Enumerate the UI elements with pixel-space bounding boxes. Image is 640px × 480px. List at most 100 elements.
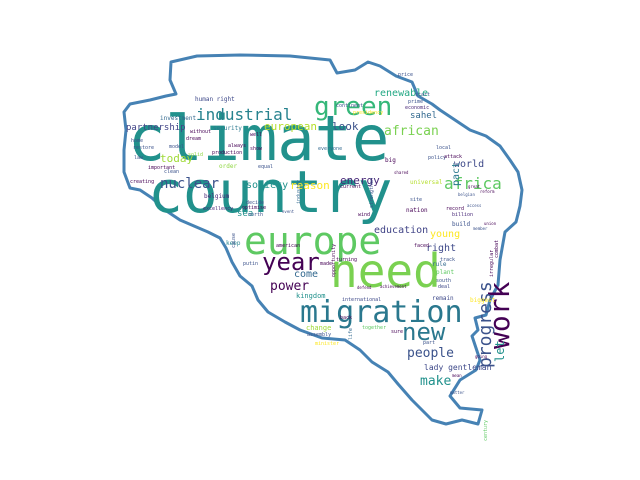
cloud-word: going: [475, 354, 488, 359]
cloud-word: make: [420, 374, 452, 389]
cloud-word: optimise: [242, 205, 267, 211]
cloud-word: let: [493, 339, 507, 362]
cloud-word: law: [134, 155, 144, 161]
cloud-word: clean: [164, 169, 180, 175]
cloud-word: international: [342, 297, 382, 303]
cloud-word: build: [452, 221, 471, 228]
cloud-word: keep: [226, 240, 241, 247]
cloud-word: start: [415, 92, 431, 98]
cloud-word: economic: [405, 105, 430, 111]
cloud-word: faced: [414, 243, 430, 249]
cloud-word: need: [330, 244, 441, 298]
cloud-word: rule: [432, 261, 447, 268]
cloud-word: equal: [258, 164, 274, 170]
cloud-word: renewable: [374, 88, 429, 99]
cloud-word: african: [384, 124, 439, 139]
cloud-word: order: [219, 163, 238, 170]
cloud-word: solid: [188, 152, 204, 158]
cloud-word: mean: [452, 373, 462, 378]
cloud-word: power: [270, 279, 310, 294]
cloud-word: matter: [450, 390, 465, 395]
cloud-word: right: [426, 243, 457, 254]
cloud-word: partnership: [126, 123, 186, 133]
cloud-word: migration: [300, 295, 463, 330]
cloud-word: belgian: [458, 192, 475, 197]
cloud-word: shared: [394, 170, 409, 175]
cloud-word: dream: [186, 136, 202, 142]
cloud-word: green: [314, 92, 393, 122]
cloud-word: look: [332, 120, 359, 133]
outline-path: [122, 53, 524, 426]
cloud-word: american: [276, 243, 301, 249]
cloud-word: wind: [358, 212, 371, 218]
cloud-word: climate: [128, 102, 390, 175]
cloud-word: local: [436, 145, 452, 151]
cloud-word: made: [320, 261, 333, 267]
cloud-word: education: [374, 225, 429, 236]
cloud-word: decide: [246, 200, 265, 206]
cloud-word: turning: [336, 257, 358, 263]
cloud-word: putin: [243, 261, 259, 267]
cloud-word: human right: [195, 96, 235, 103]
cloud-word: reform: [480, 189, 495, 194]
cloud-word: industrial: [196, 105, 293, 124]
cloud-word: without: [190, 129, 212, 135]
cloud-word: restore: [133, 145, 155, 151]
cloud-word: production: [212, 150, 243, 156]
cloud-word: achievement: [380, 284, 407, 289]
cloud-word: european: [264, 120, 317, 133]
cloud-word: come: [294, 269, 319, 280]
cloud-word: policy: [428, 155, 447, 161]
cloud-word: big: [385, 157, 396, 164]
cloud-word: deal: [438, 284, 451, 290]
cloud-word: south: [436, 278, 452, 284]
cloud-word: presidency: [353, 110, 384, 116]
cloud-word: biggest: [470, 297, 496, 304]
cloud-word: attack: [444, 154, 463, 160]
cloud-word: north: [248, 212, 264, 218]
cloud-word: reason: [290, 179, 330, 192]
cloud-word: member: [473, 226, 488, 231]
cloud-word: change: [306, 324, 332, 332]
cloud-word: opportunity: [331, 243, 337, 277]
cloud-word: century: [483, 419, 489, 441]
cloud-word: excellency: [203, 206, 234, 212]
cloud-word: union: [484, 221, 497, 226]
cloud-word: remain: [432, 295, 454, 302]
cloud-word: industry: [296, 179, 302, 204]
cloud-word: back: [340, 315, 353, 321]
cloud-word: universal: [410, 179, 443, 186]
cloud-word: together: [362, 325, 387, 331]
cloud-word: young: [430, 229, 461, 240]
cloud-word: show: [250, 146, 263, 152]
cloud-word: great: [468, 184, 481, 189]
cloud-word: society: [246, 180, 289, 191]
cloud-word: people: [407, 346, 454, 361]
cloud-word: nation: [406, 207, 428, 214]
cloud-word: current: [340, 184, 362, 190]
cloud-word: europe: [244, 219, 382, 263]
cloud-word: pact: [451, 161, 462, 186]
cloud-word: cause: [231, 232, 237, 248]
cloud-word: life: [348, 327, 354, 340]
cloud-word: world: [454, 159, 485, 170]
cloud-word: well: [250, 132, 263, 138]
cloud-word: access: [467, 203, 482, 208]
cloud-word: site: [410, 197, 423, 203]
cloud-word: lady gentleman: [424, 363, 492, 372]
cloud-word: part: [423, 340, 436, 346]
cloud-word: assembly: [307, 332, 332, 338]
cloud-word: price: [398, 72, 414, 78]
cloud-word: sahel: [410, 111, 438, 121]
cloud-word: plant: [436, 269, 455, 276]
cloud-word: defend: [357, 285, 372, 290]
cloud-word: investment: [160, 115, 197, 122]
cloud-word: home: [131, 138, 144, 144]
cloud-word: year: [262, 248, 320, 276]
cloud-word: sure: [391, 329, 404, 335]
cloud-word: continent: [336, 103, 364, 109]
cloud-word: strengthen: [369, 177, 375, 208]
cloud-word: africa: [444, 174, 502, 193]
